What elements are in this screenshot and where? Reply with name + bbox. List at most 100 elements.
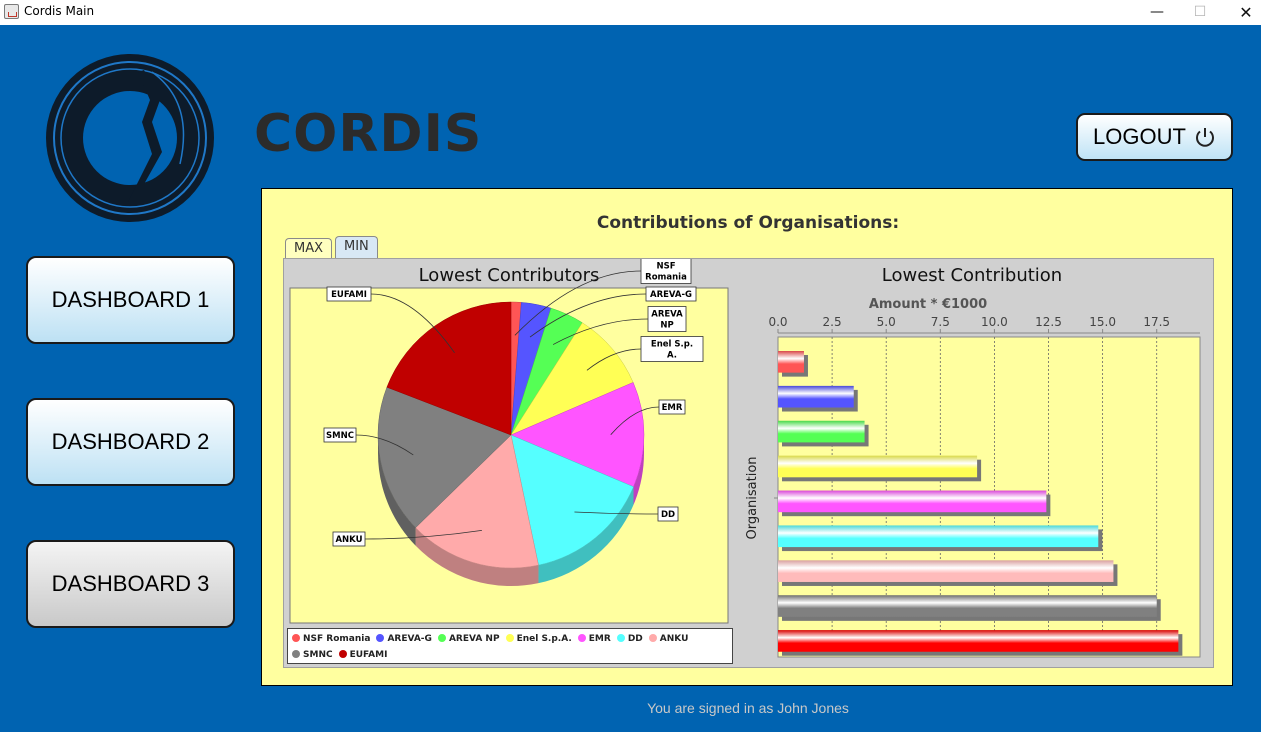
legend-swatch xyxy=(616,634,625,642)
logout-label: LOGOUT xyxy=(1093,124,1186,149)
pie-label: EMR xyxy=(662,403,683,413)
pie-label: DD xyxy=(661,510,675,520)
pie-label: SMNC xyxy=(326,431,354,441)
java-app-icon xyxy=(4,4,19,19)
dashboard-3-button[interactable]: DASHBOARD 3 xyxy=(26,540,235,628)
legend-swatch xyxy=(292,634,300,642)
bar-smnc xyxy=(778,595,1157,617)
bar-x-tick-label: 12.5 xyxy=(1035,315,1062,329)
panel-title: Contributions of Organisations: xyxy=(596,213,900,233)
bar-areva-np xyxy=(778,420,865,443)
pie-label-leader xyxy=(529,293,647,338)
pie-slice-enel-s-p-a- xyxy=(510,322,634,436)
pie-chart-title: Lowest Contributors xyxy=(419,265,600,286)
pie-label-leader xyxy=(552,318,649,345)
pie-label-box xyxy=(645,286,697,302)
pie-label-box xyxy=(657,506,679,522)
pie-label: EUFAMI xyxy=(331,290,367,300)
pie-label-leader xyxy=(610,406,660,435)
bar-x-tick-label: 2.5 xyxy=(823,315,842,329)
legend-label: NSF Romania xyxy=(303,634,371,644)
pie-label-leader xyxy=(586,348,642,371)
bar-areva-g xyxy=(778,385,854,408)
legend-item: EMR xyxy=(577,631,611,647)
legend-label: EUFAMI xyxy=(349,650,388,660)
pie-slice-side xyxy=(378,435,416,546)
pie-slice-side xyxy=(633,435,644,505)
pie-slice-side xyxy=(538,486,634,584)
legend-label: AREVA NP xyxy=(448,634,500,644)
bar-x-tick-label: 5.0 xyxy=(877,315,896,329)
legend-item: ANKU xyxy=(648,631,688,647)
pie-label-box xyxy=(658,399,686,415)
legend-swatch xyxy=(376,634,385,642)
legend-item: NSF Romania xyxy=(292,631,370,647)
contributions-panel: Contributions of Organisations: MAX MIN … xyxy=(261,188,1233,686)
tab-max[interactable]: MAX xyxy=(285,238,333,259)
bar-x-axis-label: Amount * €1000 xyxy=(869,297,987,312)
logout-button[interactable]: LOGOUT xyxy=(1076,113,1233,161)
bar-x-tick-label: 10.0 xyxy=(981,315,1008,329)
bar-nsf-romania xyxy=(778,351,804,373)
legend-item: SMNC xyxy=(292,647,333,663)
legend-item: EUFAMI xyxy=(338,647,388,663)
tab-min[interactable]: MIN xyxy=(335,236,378,259)
maximize-button[interactable]: ☐ xyxy=(1193,4,1207,20)
bar-x-tick-label: 17.5 xyxy=(1143,315,1170,329)
legend-swatch xyxy=(577,634,586,642)
legend-swatch xyxy=(505,634,514,642)
legend-swatch xyxy=(292,650,300,658)
pie-label: NP xyxy=(660,321,673,331)
pie-label: Romania xyxy=(645,273,687,283)
window-titlebar: Cordis Main — ☐ ✕ xyxy=(0,0,1261,25)
bar-x-tick-label: 15.0 xyxy=(1089,315,1116,329)
legend-label: AREVA-G xyxy=(387,634,432,644)
legend-label: Enel S.p.A. xyxy=(516,634,572,644)
pie-label-box xyxy=(647,306,687,332)
pie-slice-emr xyxy=(510,382,645,488)
chart-area: Lowest Contributors NSF Romania AREVA-G AREV… xyxy=(283,258,1214,668)
close-button[interactable]: ✕ xyxy=(1239,3,1253,22)
pie-label-leader xyxy=(355,434,414,456)
legend-label: EMR xyxy=(588,634,611,644)
pie-slice-side xyxy=(415,527,539,586)
legend-label: SMNC xyxy=(303,650,333,660)
pie-label-leader xyxy=(514,270,642,336)
pie-label-box xyxy=(640,336,704,362)
legend-item: Enel S.p.A. xyxy=(505,631,572,647)
legend-label: DD xyxy=(627,634,643,644)
pie-label: Enel S.p. xyxy=(651,340,693,350)
pie-label-box xyxy=(640,259,692,284)
pie-label-box xyxy=(332,531,366,547)
cordis-logo-icon xyxy=(46,54,214,222)
pie-label-leader xyxy=(574,511,659,515)
signed-in-status: You are signed in as John Jones xyxy=(647,700,849,716)
dashboard-2-button[interactable]: DASHBOARD 2 xyxy=(26,398,235,486)
bar-x-tick-label: 0.0 xyxy=(768,315,787,329)
pie-slice-eufami xyxy=(386,301,512,436)
pie-legend: NSF Romania AREVA-G AREVA NP Enel S.p.A. EMR… xyxy=(287,628,733,664)
window-title: Cordis Main xyxy=(24,4,95,18)
power-icon xyxy=(1195,128,1214,147)
dashboard-1-button[interactable]: DASHBOARD 1 xyxy=(26,256,235,344)
pie-label-leader xyxy=(364,530,482,540)
legend-swatch xyxy=(338,650,347,658)
pie-label: ANKU xyxy=(335,535,362,545)
legend-item: AREVA-G xyxy=(376,631,432,647)
legend-swatch xyxy=(437,634,446,642)
bar-enel-s-p-a- xyxy=(778,455,978,478)
minimize-button[interactable]: — xyxy=(1150,4,1164,20)
pie-label: AREVA-G xyxy=(650,290,692,300)
pie-label: NSF xyxy=(656,262,675,272)
legend-swatch xyxy=(648,634,657,642)
pie-label-box xyxy=(323,427,357,443)
bar-chart-title: Lowest Contribution xyxy=(882,265,1062,286)
bar-dd xyxy=(778,525,1099,548)
pie-label-box xyxy=(326,286,372,302)
bar-emr xyxy=(778,490,1047,513)
bar-anku xyxy=(778,560,1114,582)
pie-label: A. xyxy=(667,351,677,361)
pie-label-leader xyxy=(370,293,455,353)
bar-x-tick-label: 7.5 xyxy=(931,315,950,329)
pie-slice-dd xyxy=(510,434,634,566)
